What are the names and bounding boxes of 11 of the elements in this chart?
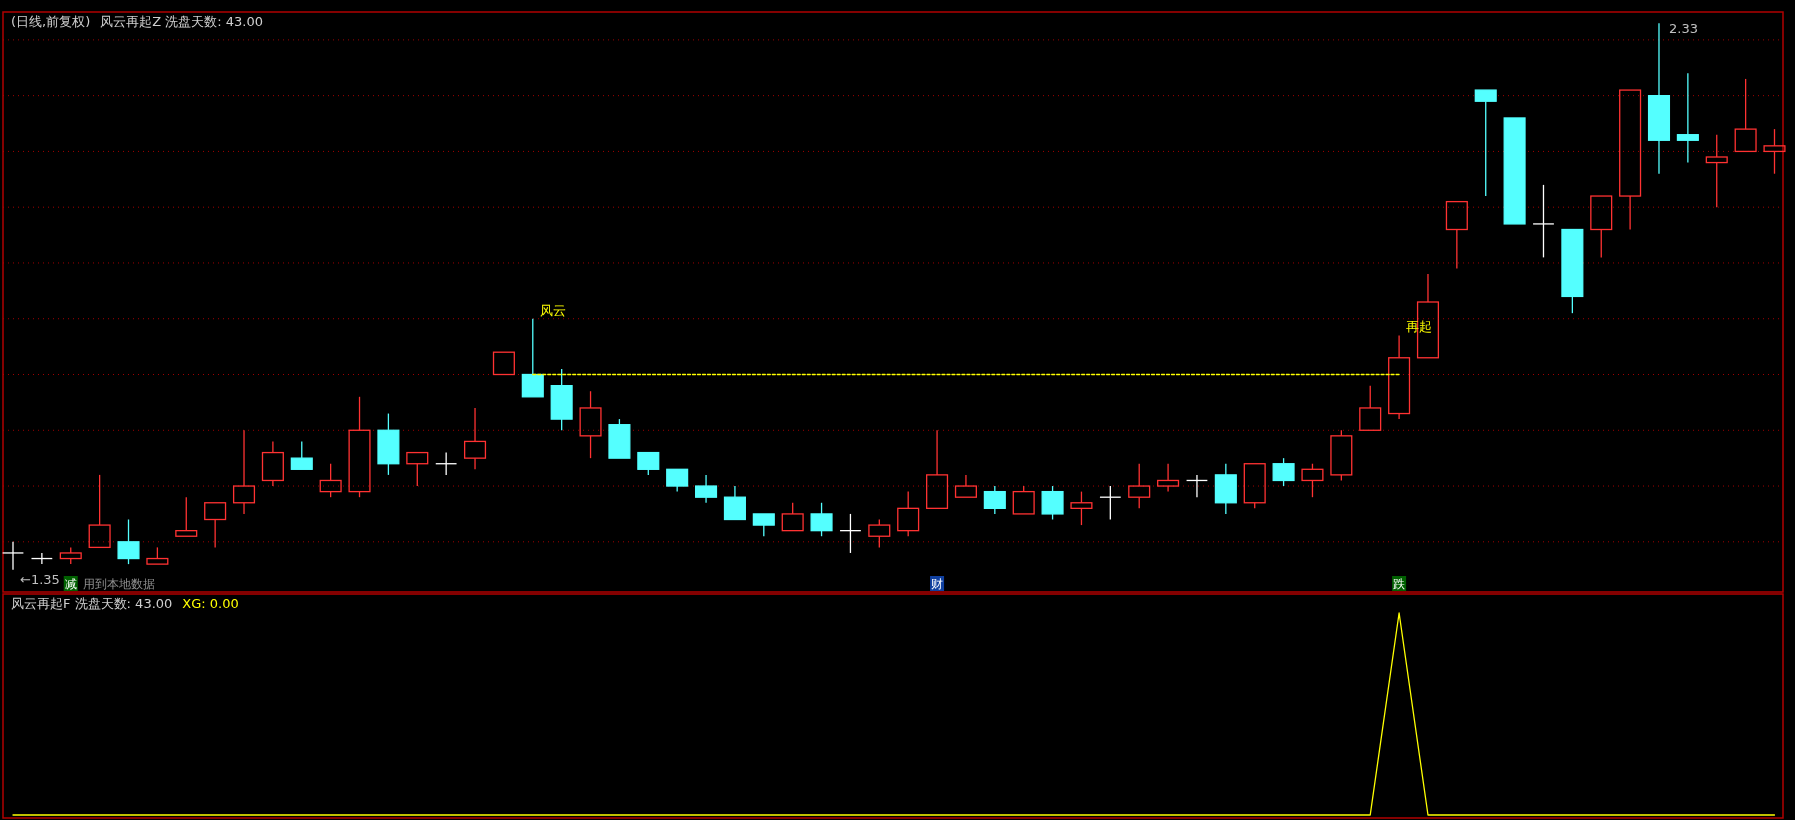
chart-subtitle: 风云再起Z 洗盘天数: 43.00 — [100, 14, 264, 29]
annotation: 2.33 — [1668, 21, 1698, 37]
annotation: 财 — [931, 577, 944, 591]
annotation: 跌 — [1393, 577, 1406, 591]
annotation: ←1.35 — [20, 571, 60, 587]
chart-title: (日线,前复权) — [11, 14, 91, 29]
annotation: 减 — [64, 577, 77, 591]
annotation: 用到本地数据 — [82, 577, 155, 591]
chart-title: 风云再起F 洗盘天数: 43.00 — [11, 596, 173, 611]
annotation: 风云 — [539, 302, 566, 318]
text: XG: 0.00 — [182, 596, 239, 611]
